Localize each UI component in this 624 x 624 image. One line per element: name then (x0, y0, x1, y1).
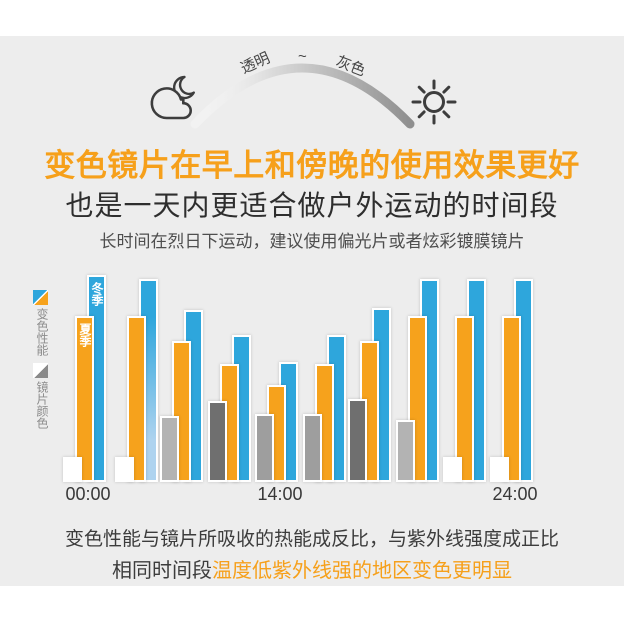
subheadline: 也是一天内更适合做户外运动的时间段 (65, 190, 559, 221)
bar-summer-9 (502, 316, 521, 482)
note-text: 长时间在烈日下运动，建议使用偏光片或者炫彩镀膜镜片 (99, 232, 525, 251)
x-tick-00:00: 00:00 (65, 484, 111, 504)
bar-lens-1 (115, 457, 134, 482)
legend-performance-icon (33, 290, 48, 305)
bar-lens-2 (160, 416, 179, 482)
bar-lens-6 (348, 399, 367, 482)
gradient-arc (190, 63, 415, 129)
footer-line2-orange: 温度低紫外线强的地区变色更明显 (212, 560, 512, 582)
footer-line1: 变色性能与镜片所吸收的热能成反比，与紫外线强度成正比 (64, 529, 559, 550)
bar-label-winter: 冬季 (90, 282, 104, 306)
bar-lens-8 (443, 457, 462, 482)
sun-icon (411, 79, 457, 125)
bar-lens-4 (255, 414, 274, 482)
headline: 变色镜片在早上和傍晚的使用效果更好 (44, 148, 580, 183)
x-tick-24:00: 24:00 (492, 484, 538, 504)
x-tick-14:00: 14:00 (257, 484, 303, 504)
bar-chart: 冬季夏季 (0, 275, 624, 482)
bar-label-summer: 夏季 (78, 323, 92, 347)
bar-lens-9 (490, 457, 509, 482)
bar-summer-8 (455, 316, 474, 482)
transition-arc (190, 63, 415, 129)
bar-lens-5 (303, 414, 322, 482)
bar-lens-0 (63, 457, 82, 482)
legend-lens-color-icon (33, 363, 48, 378)
bar-lens-3 (208, 401, 227, 482)
footer-line2: 相同时间段温度低紫外线强的地区变色更明显 (0, 554, 624, 583)
legend-lens-color-label: 镜片颜色 (35, 381, 49, 429)
legend-performance-label: 变色性能 (35, 308, 49, 356)
bar-lens-7 (396, 420, 415, 482)
arc-label-tilde: ~ (298, 48, 307, 65)
bar-summer-1 (127, 316, 146, 482)
moon-cloud-icon (150, 75, 195, 120)
bar-summer-0: 夏季 (75, 316, 94, 482)
footer-line2-dark: 相同时间段 (112, 560, 212, 582)
